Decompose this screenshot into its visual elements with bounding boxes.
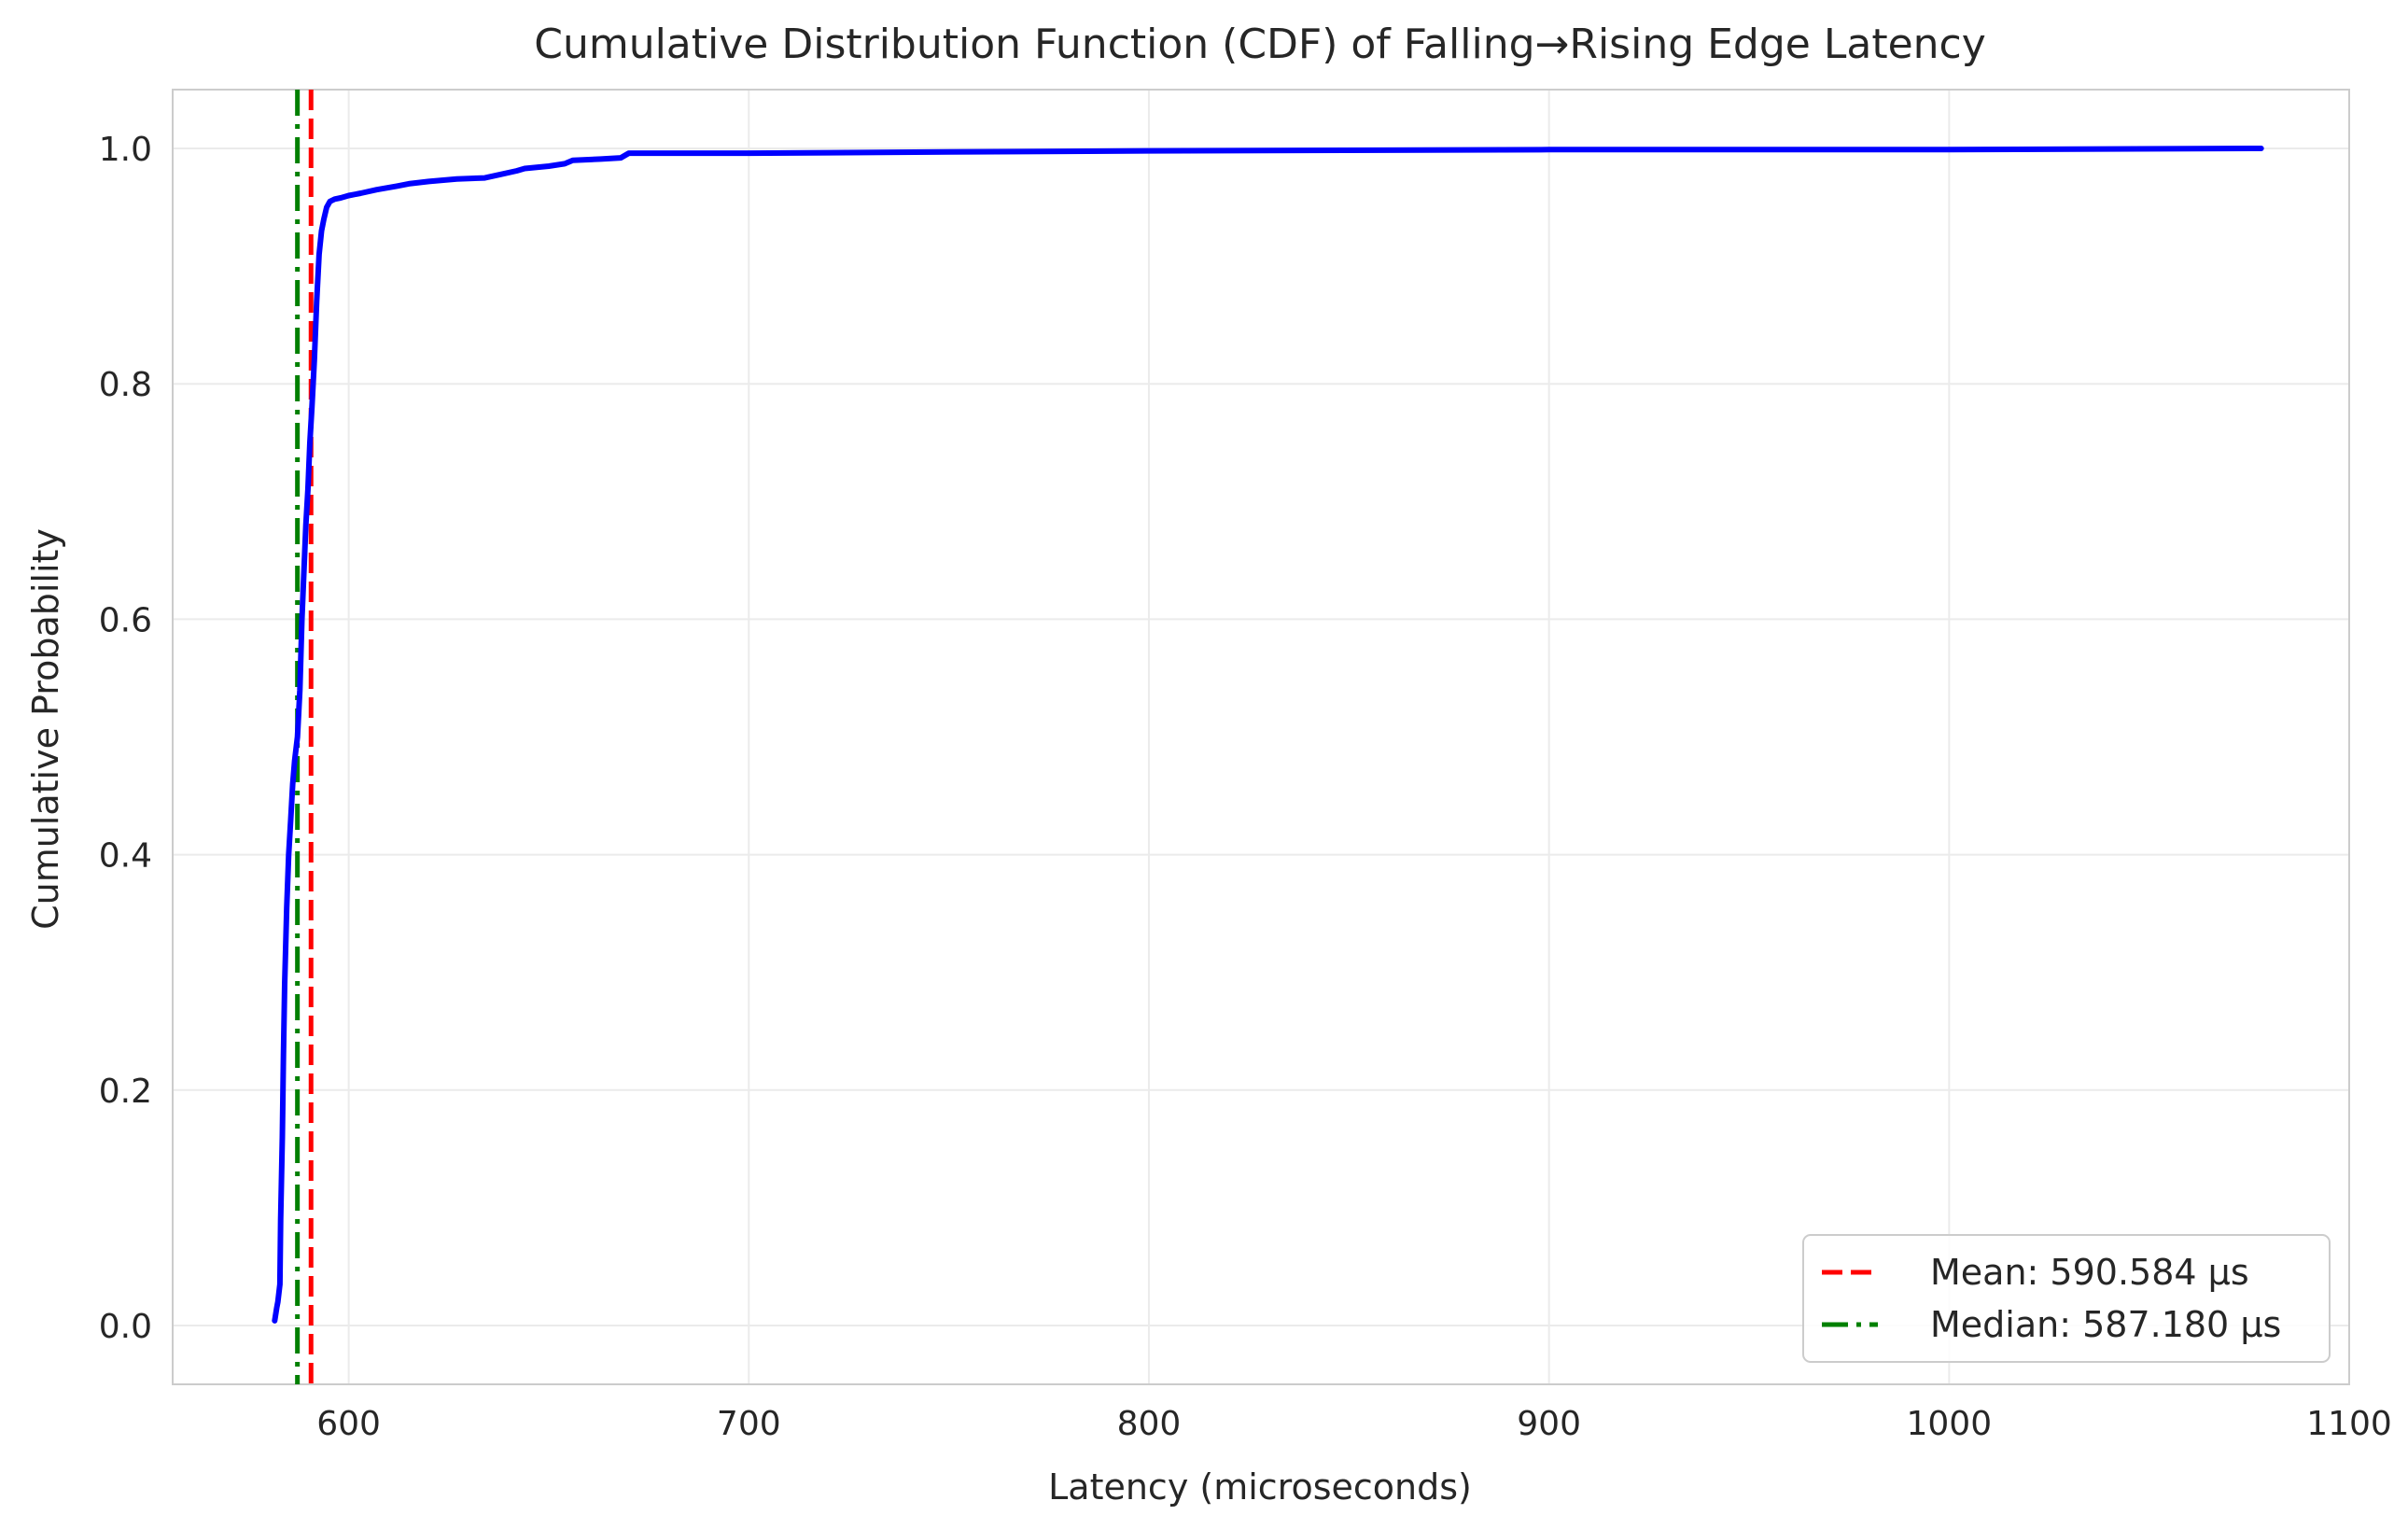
y-tick-labels: 0.0 0.2 0.4 0.6 0.8 1.0 [99, 131, 152, 1346]
y-axis-label: Cumulative Probability [25, 528, 66, 930]
x-tick-label: 1100 [2306, 1405, 2392, 1443]
x-tick-label: 900 [1517, 1405, 1581, 1443]
x-tick-label: 600 [316, 1405, 381, 1443]
cdf-series-line [272, 146, 2264, 1324]
y-tick-label: 0.4 [99, 837, 152, 876]
chart-title: Cumulative Distribution Function (CDF) o… [534, 21, 1986, 68]
legend-label-mean: Mean: 590.584 µs [1930, 1252, 2249, 1293]
y-tick-label: 0.2 [99, 1073, 152, 1111]
y-tick-label: 0.0 [99, 1308, 152, 1346]
legend: Mean: 590.584 µs Median: 587.180 µs [1802, 1234, 2331, 1363]
reference-lines [295, 90, 314, 1384]
x-tick-label: 1000 [1907, 1405, 1993, 1443]
y-tick-label: 1.0 [99, 131, 152, 169]
x-tick-label: 700 [717, 1405, 781, 1443]
y-tick-label: 0.8 [99, 366, 152, 404]
legend-box [1802, 1234, 2331, 1363]
x-tick-label: 800 [1117, 1405, 1182, 1443]
legend-label-median: Median: 587.180 µs [1930, 1304, 2281, 1345]
x-axis-label: Latency (microseconds) [1048, 1466, 1472, 1508]
y-tick-label: 0.6 [99, 601, 152, 639]
x-tick-labels: 600 700 800 900 1000 1100 [316, 1405, 2392, 1443]
series-layer [272, 146, 2264, 1324]
plot-frame [172, 89, 2350, 1385]
